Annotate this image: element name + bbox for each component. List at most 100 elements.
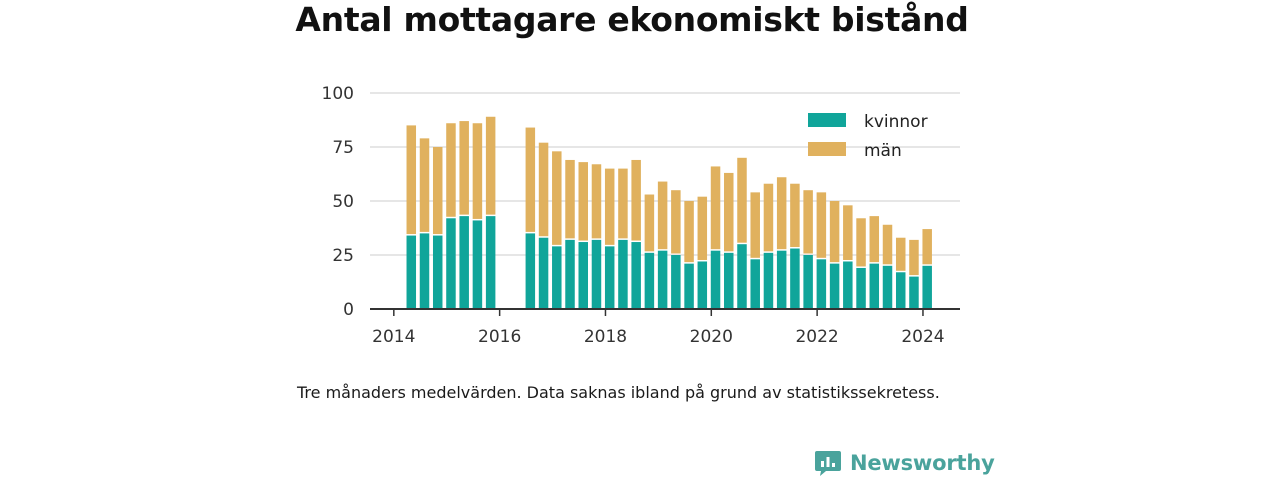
bar-man xyxy=(552,151,562,245)
bar-kvinnor xyxy=(724,252,734,309)
y-tick-label: 50 xyxy=(332,192,354,212)
y-tick-label: 75 xyxy=(332,138,354,158)
bar-kvinnor xyxy=(776,250,787,309)
x-tick-label: 2024 xyxy=(901,327,944,347)
brand-name: Newsworthy xyxy=(850,451,995,475)
legend-label: män xyxy=(864,141,902,161)
bar-kvinnor xyxy=(432,235,443,309)
bar-kvinnor xyxy=(618,239,628,309)
bar-man xyxy=(432,147,443,235)
bar-kvinnor xyxy=(578,242,588,309)
bar-man xyxy=(724,172,734,252)
legend-swatch xyxy=(808,142,846,156)
bar-kvinnor xyxy=(552,246,562,309)
bar-man xyxy=(803,190,813,254)
bar-kvinnor xyxy=(710,250,721,309)
bar-man xyxy=(684,201,694,263)
bar-man xyxy=(776,177,787,250)
bar-kvinnor xyxy=(790,248,800,309)
bars xyxy=(406,116,932,309)
bar-kvinnor xyxy=(657,250,668,309)
bar-man xyxy=(869,216,880,263)
bar-man xyxy=(644,194,655,252)
bar-man xyxy=(829,201,840,263)
bar-man xyxy=(697,196,708,260)
bar-man xyxy=(750,192,760,258)
bar-man xyxy=(578,162,588,241)
chart-title: Antal mottagare ekonomiskt bistånd xyxy=(295,0,969,39)
bar-kvinnor xyxy=(869,263,880,309)
bar-kvinnor xyxy=(763,252,774,309)
bar-man xyxy=(618,168,628,239)
bar-kvinnor xyxy=(882,265,893,309)
bar-man xyxy=(882,224,893,265)
bar-kvinnor xyxy=(671,255,681,309)
bar-man xyxy=(565,159,575,239)
bar-man xyxy=(631,159,641,241)
bar-kvinnor xyxy=(631,242,641,309)
bar-man xyxy=(816,192,827,258)
bar-man xyxy=(406,125,417,235)
bar-kvinnor xyxy=(697,261,708,309)
x-tick-label: 2020 xyxy=(690,327,733,347)
chart-note: Tre månaders medelvärden. Data saknas ib… xyxy=(297,383,940,402)
bar-kvinnor xyxy=(737,244,747,309)
bar-kvinnor xyxy=(922,265,932,309)
bar-kvinnor xyxy=(525,233,536,309)
bar-man xyxy=(538,142,549,237)
bar-kvinnor xyxy=(591,239,602,309)
bar-kvinnor xyxy=(684,263,694,309)
bar-kvinnor xyxy=(895,272,906,309)
newsworthy-logo-icon xyxy=(815,451,841,476)
bar-man xyxy=(763,183,774,252)
y-tick-label: 100 xyxy=(322,84,354,104)
legend-swatch xyxy=(808,113,846,127)
bar-kvinnor xyxy=(446,218,456,309)
bar-man xyxy=(591,164,602,239)
bar-kvinnor xyxy=(816,259,827,309)
bar-kvinnor xyxy=(565,239,575,309)
y-tick-label: 25 xyxy=(332,246,354,266)
legend-label: kvinnor xyxy=(864,112,928,132)
x-tick-label: 2014 xyxy=(372,327,415,347)
x-tick-label: 2018 xyxy=(584,327,627,347)
bar-man xyxy=(525,127,536,232)
bar-kvinnor xyxy=(856,267,866,309)
bar-man xyxy=(856,218,866,267)
stacked-bar-chart: 0 25 50 75 100 2014 2016 2018 2020 2022 2024 kvinn… xyxy=(322,84,960,347)
bar-man xyxy=(419,138,430,232)
bar-kvinnor xyxy=(406,235,417,309)
bar-man xyxy=(895,237,906,271)
bar-man xyxy=(710,166,721,250)
bar-kvinnor xyxy=(459,216,469,309)
bar-kvinnor xyxy=(419,233,430,309)
bar-man xyxy=(922,229,932,265)
bar-man xyxy=(472,123,483,219)
axes: 0 25 50 75 100 2014 2016 2018 2020 2022 2024 xyxy=(322,84,960,347)
legend: kvinnor män xyxy=(808,112,928,161)
bar-kvinnor xyxy=(538,237,549,309)
brand-logo: Newsworthy xyxy=(814,446,995,480)
bar-kvinnor xyxy=(843,261,853,309)
bar-man xyxy=(604,168,615,245)
bar-kvinnor xyxy=(472,220,483,309)
bar-man xyxy=(485,116,496,215)
bar-man xyxy=(790,183,800,248)
bar-man xyxy=(459,121,469,215)
bar-man xyxy=(671,190,681,254)
bar-man xyxy=(843,205,853,260)
bar-man xyxy=(737,157,747,243)
bar-kvinnor xyxy=(644,252,655,309)
bar-kvinnor xyxy=(750,259,760,309)
bar-kvinnor xyxy=(604,246,615,309)
bar-man xyxy=(909,239,919,276)
y-tick-label: 0 xyxy=(343,300,354,320)
bar-kvinnor xyxy=(803,255,813,309)
bar-kvinnor xyxy=(909,276,919,309)
bar-man xyxy=(446,123,456,217)
x-tick-label: 2016 xyxy=(478,327,521,347)
bar-kvinnor xyxy=(485,216,496,309)
x-tick-label: 2022 xyxy=(795,327,838,347)
bar-kvinnor xyxy=(829,263,840,309)
bar-man xyxy=(657,181,668,250)
